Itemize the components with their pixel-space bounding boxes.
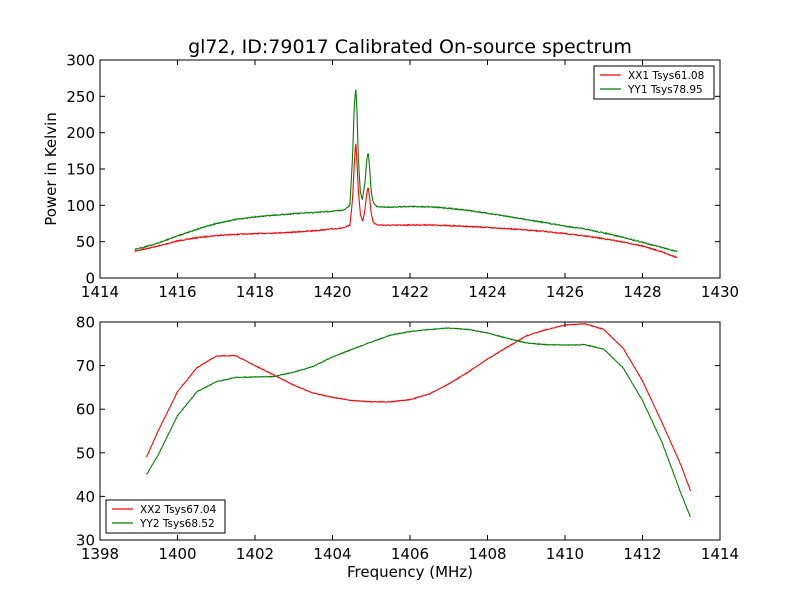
- series-line-bottom-yy: [146, 327, 691, 518]
- x-tick-label: 1416: [158, 283, 196, 301]
- legend-entry: YY2 Tsys68.52: [139, 518, 215, 530]
- series-line-top-xx: [134, 143, 678, 258]
- x-tick-label: 1420: [313, 283, 351, 301]
- x-tick-label: 1406: [391, 545, 429, 563]
- series-line-bottom-xx: [145, 322, 692, 492]
- x-tick-label: 1398: [81, 545, 119, 563]
- x-tick-label: 1414: [81, 283, 119, 301]
- y-tick-label: 40: [76, 488, 95, 506]
- y-tick-label: 0: [85, 270, 95, 288]
- x-tick-label: 1400: [158, 545, 196, 563]
- x-tick-label: 1430: [701, 283, 739, 301]
- legend-box: [105, 499, 226, 534]
- y-axis-label: Power in Kelvin: [42, 112, 60, 226]
- x-tick-label: 1404: [313, 545, 351, 563]
- bottom-panel: 1398 1400 1402 1404 1406 1408 1410 1412 1414 30 40…: [76, 314, 739, 582]
- x-tick-label: 1402: [236, 545, 274, 563]
- series-line-top-yy: [134, 89, 678, 253]
- legend-entry: YY1 Tsys78.95: [627, 84, 703, 96]
- y-tick-label: 60: [76, 401, 95, 419]
- x-tick-label: 1412: [623, 545, 661, 563]
- y-tick-label: 150: [66, 161, 95, 179]
- x-axis-label: Frequency (MHz): [347, 563, 473, 581]
- y-tick-label: 30: [76, 532, 95, 550]
- y-tick-label: 50: [76, 233, 95, 251]
- x-tick-label: 1418: [236, 283, 274, 301]
- x-tick-label: 1428: [623, 283, 661, 301]
- y-tick-label: 250: [66, 88, 95, 106]
- chart-title: gl72, ID:79017 Calibrated On-source spec…: [188, 36, 632, 58]
- legend-box: [593, 65, 715, 100]
- y-tick-label: 300: [66, 52, 95, 70]
- y-tick-label: 50: [76, 444, 95, 462]
- legend-entry: XX2 Tsys67.04: [140, 504, 217, 516]
- legend-entry: XX1 Tsys61.08: [628, 70, 704, 82]
- x-tick-label: 1414: [701, 545, 739, 563]
- x-tick-label: 1410: [546, 545, 584, 563]
- x-tick-label: 1424: [468, 283, 506, 301]
- y-tick-label: 70: [76, 357, 95, 375]
- y-tick-label: 200: [66, 124, 95, 142]
- x-tick-label: 1422: [391, 283, 429, 301]
- y-tick-label: 100: [66, 197, 95, 215]
- y-tick-label: 80: [76, 314, 95, 332]
- x-tick-label: 1408: [468, 545, 506, 563]
- x-tick-label: 1426: [546, 283, 584, 301]
- top-panel: 1414 1416 1418 1420 1422 1424 1426 1428 1430 0 50 1…: [42, 52, 739, 302]
